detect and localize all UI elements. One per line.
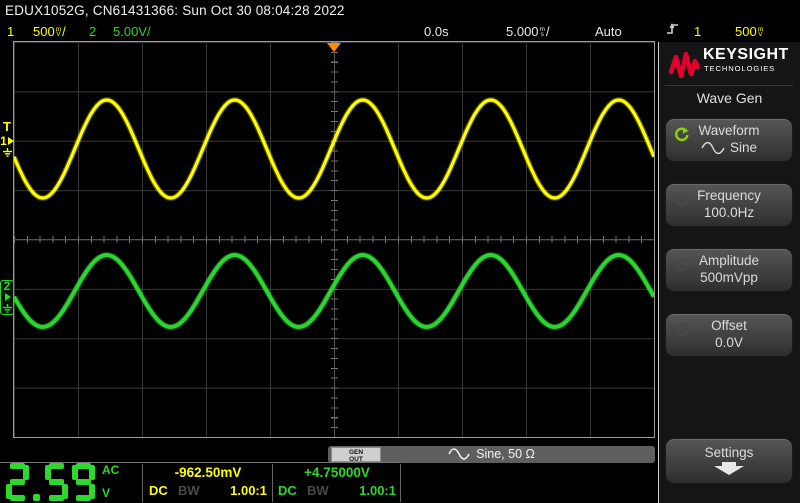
- offset-softkey[interactable]: Offset 0.0V: [665, 313, 793, 357]
- ch1-coupling: DC: [149, 483, 168, 498]
- knob-inactive-icon: [675, 192, 689, 207]
- settings-softkey[interactable]: Settings: [665, 438, 793, 484]
- softkey-value: 500mVpp: [700, 270, 758, 285]
- divider: [400, 464, 401, 502]
- softkey-value: 0.0V: [715, 335, 743, 350]
- softkey-value: 100.0Hz: [703, 205, 755, 220]
- ch2-trace: [14, 252, 654, 330]
- softkey-label: Waveform: [698, 123, 760, 138]
- ch1-trace-glow: [14, 97, 654, 201]
- waveform-traces: [14, 97, 654, 331]
- softkey-label: Frequency: [697, 188, 761, 203]
- ch2-probe-ratio: 1.00:1: [359, 483, 396, 498]
- frequency-softkey[interactable]: Frequency 100.0Hz: [665, 183, 793, 227]
- divider: [665, 85, 793, 86]
- knob-inactive-icon: [675, 257, 689, 272]
- device-id-and-clock: EDUX1052G, CN61431366: Sun Oct 30 08:04:…: [5, 3, 345, 18]
- status-bar: 1 500 m V/ 2 5.00V/ 0.0s 5.000 m s / Auto 1 5…: [0, 22, 800, 41]
- wavegen-output-status: Sine, 50 Ω: [328, 446, 655, 463]
- ch1-marker-arrow-icon: [7, 137, 14, 145]
- dvm-unit: V: [102, 486, 111, 500]
- ch2-ground-marker[interactable]: 2: [0, 280, 14, 315]
- sine-icon: [701, 141, 725, 155]
- sine-icon: [448, 448, 470, 460]
- trigger-level-marker[interactable]: T: [3, 119, 11, 134]
- divider: [0, 462, 401, 463]
- delay-readout: 0.0s: [424, 24, 449, 39]
- ch2-bw-limit: BW: [307, 483, 329, 498]
- ch2-coupling: DC: [278, 483, 297, 498]
- ch2-number: 2: [89, 24, 97, 39]
- waveform-softkey[interactable]: Waveform Sine: [665, 118, 793, 162]
- ch1-trace: [14, 98, 654, 200]
- ch1-offset-value: -962.50mV: [174, 465, 242, 480]
- softkey-value: Sine: [666, 140, 792, 155]
- softkey-label: Offset: [711, 318, 747, 333]
- amplitude-softkey[interactable]: Amplitude 500mVpp: [665, 248, 793, 292]
- ch2-marker-arrow-icon: [4, 293, 11, 301]
- dvm-digit: [6, 463, 29, 501]
- ch2-offset-value: +4.75000V: [304, 465, 370, 480]
- dvm-digit: [45, 463, 68, 501]
- brand-subtitle: TECHNOLOGIES: [704, 64, 776, 73]
- ch1-probe-ratio: 1.00:1: [230, 483, 267, 498]
- trigger-position-marker-icon[interactable]: [327, 43, 341, 52]
- dvm-readout: [6, 463, 99, 503]
- ch1-bw-limit: BW: [178, 483, 200, 498]
- waveform-display-area: [0, 41, 658, 463]
- ch2-status-box[interactable]: +4.75000V DC BW 1.00:1: [274, 463, 400, 503]
- brand-name: KEYSIGHT: [703, 46, 789, 63]
- keysight-logo-icon: [669, 51, 699, 79]
- trigger-level-readout: 500 m V: [735, 24, 764, 39]
- knob-active-icon: [675, 127, 689, 142]
- down-arrow-icon: [666, 462, 792, 478]
- dvm-decimal-point: [33, 463, 41, 501]
- ch1-status-box[interactable]: -962.50mV DC BW 1.00:1: [145, 463, 271, 503]
- trigger-mode: Auto: [595, 24, 622, 39]
- knob-inactive-icon: [675, 322, 689, 337]
- divider: [142, 464, 143, 502]
- softkey-label: Settings: [704, 445, 754, 460]
- menu-title: Wave Gen: [696, 90, 763, 106]
- ch1-number: 1: [7, 24, 15, 39]
- trigger-edge-icon: [666, 22, 679, 41]
- ch2-scale: 5.00V/: [113, 24, 151, 39]
- timebase-readout: 5.000 m s /: [506, 24, 550, 39]
- ch2-trace-glow: [14, 251, 654, 331]
- divider: [272, 464, 273, 502]
- center-horizontal-gridline: [14, 239, 654, 240]
- channel-status-bar: AC V -962.50mV DC BW 1.00:1 +4.75000V DC…: [0, 462, 658, 503]
- dvm-mode: AC: [102, 463, 120, 477]
- ch1-ground-icon: [2, 148, 12, 157]
- ch1-scale: 500 m V /: [33, 24, 66, 39]
- wavegen-output-bar: Sine, 50 Ω GEN OUT: [328, 446, 655, 463]
- ch2-ground-icon: [2, 304, 12, 313]
- gen-out-button[interactable]: GEN OUT: [331, 447, 381, 463]
- graticule-grid: [13, 41, 655, 438]
- softkey-label: Amplitude: [698, 253, 760, 268]
- ch1-ground-marker[interactable]: 1: [0, 135, 14, 158]
- softkey-panel: KEYSIGHT TECHNOLOGIES Wave Gen Waveform …: [658, 42, 800, 503]
- trigger-source: 1: [694, 24, 702, 39]
- dvm-digit: [72, 463, 95, 501]
